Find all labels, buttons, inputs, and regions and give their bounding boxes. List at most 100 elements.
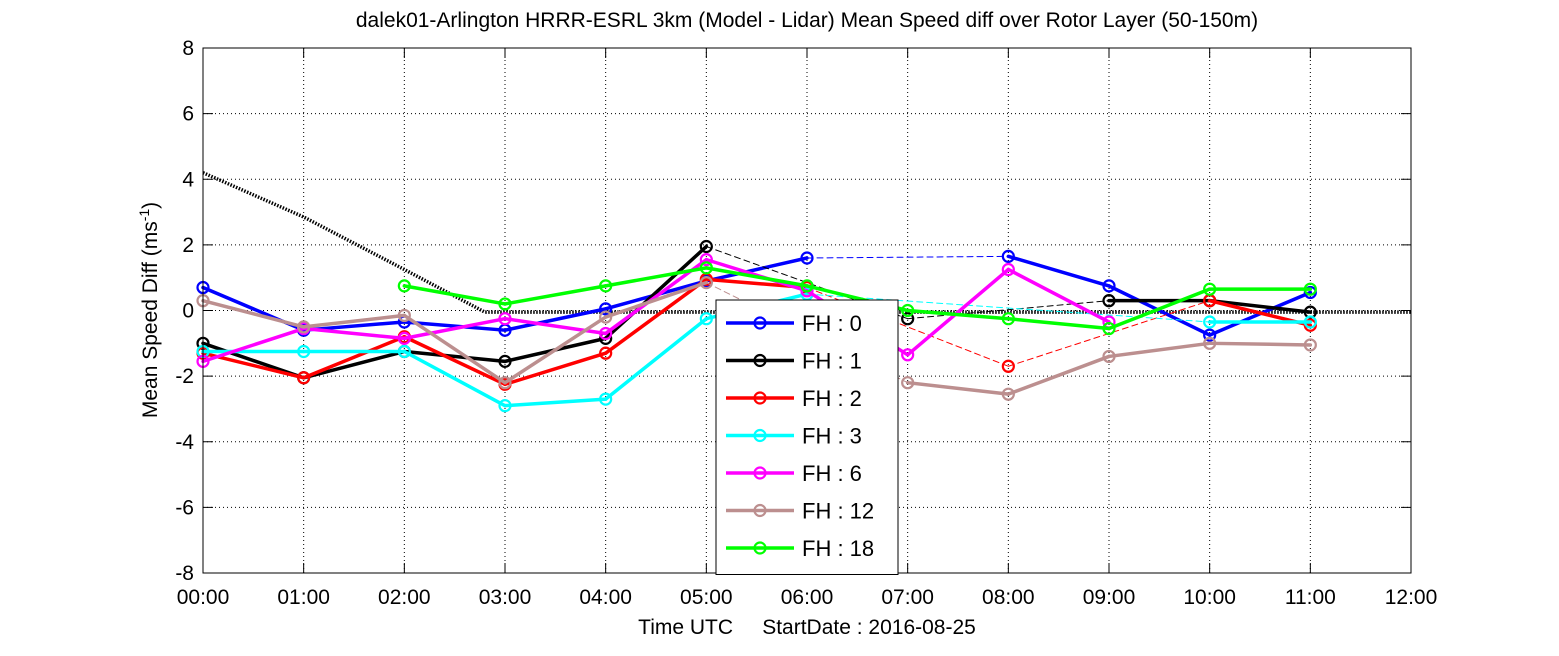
series-line-segment (402, 284, 507, 306)
series-line-segment (503, 307, 608, 332)
series-line-segment (503, 316, 608, 336)
series-line-segment (201, 326, 306, 364)
data-point (397, 279, 411, 293)
data-point (297, 371, 311, 385)
y-tick-label: -6 (175, 496, 194, 519)
data-point (1203, 336, 1217, 350)
legend-item: FH : 0 (726, 311, 862, 336)
series-line-segment (402, 335, 507, 387)
legend-label: FH : 18 (802, 536, 874, 561)
data-point (1303, 315, 1317, 329)
legend-swatch-marker (753, 466, 767, 480)
y-tick-label: -8 (175, 562, 194, 585)
series-gap-segment (705, 246, 909, 320)
legend-label: FH : 0 (802, 311, 862, 336)
legend-item: FH : 12 (726, 499, 874, 524)
chart-title: dalek01-Arlington HRRR-ESRL 3km (Model -… (356, 9, 1258, 32)
legend: FH : 0 FH : 1 FH : 2 FH : 3 FH : 6 FH : 12 FH … (715, 299, 899, 575)
data-point (901, 312, 915, 326)
data-point (397, 331, 411, 345)
series-line-segment (402, 320, 507, 332)
data-point (498, 399, 512, 413)
data-point (800, 251, 814, 265)
y-tick-label: 0 (182, 300, 194, 323)
data-point (1102, 294, 1116, 308)
series-line-segment (301, 326, 407, 341)
series-1 (196, 249, 1317, 342)
data-point (599, 392, 613, 406)
x-tick-label: 04:00 (579, 586, 632, 609)
legend-label: FH : 2 (802, 386, 862, 411)
data-point (1102, 349, 1116, 364)
data-point (1203, 282, 1217, 296)
series-line-segment (201, 298, 306, 329)
x-tick-label: 05:00 (680, 586, 733, 609)
series-line-segment (301, 313, 407, 329)
y-tick-label: 6 (182, 103, 194, 126)
x-tick-label: 00:00 (177, 586, 230, 609)
data-point (699, 253, 713, 267)
y-tick-label: -2 (175, 365, 194, 388)
legend-label: FH : 3 (802, 424, 862, 449)
data-point (901, 303, 915, 318)
x-tick-label: 01:00 (277, 586, 330, 609)
legend-label: FH : 6 (802, 461, 862, 486)
series-line-segment (603, 280, 709, 319)
data-point (498, 376, 512, 390)
legend-label: FH : 12 (802, 499, 874, 524)
y-axis-label: Mean Speed Diff (ms-1) (136, 202, 162, 418)
data-point (498, 312, 512, 326)
y-tick-label: 8 (182, 37, 194, 60)
data-point (397, 344, 411, 359)
x-tick-label: 09:00 (1083, 586, 1136, 609)
series-line-segment (402, 316, 507, 341)
axis-ticks: 00:00 01:00 02:00 03:00 04:00 05:00 06:00 07:00… (175, 37, 1437, 609)
series-gap-segment (806, 255, 1009, 259)
data-point (1001, 262, 1015, 277)
series-line-segment (1107, 287, 1212, 331)
x-axis-label: Time UTC StartDate : 2016-08-25 (638, 616, 976, 639)
series-line-segment (503, 315, 608, 385)
legend-swatch-marker (753, 316, 767, 330)
y-tick-label: 2 (182, 234, 194, 257)
data-point (599, 310, 613, 324)
legend-swatch-marker (753, 428, 767, 443)
data-point (1001, 387, 1015, 401)
data-point (297, 344, 311, 359)
legend-item: FH : 2 (726, 386, 862, 411)
y-axis-label-main: Mean Speed Diff (ms (139, 221, 162, 418)
data-point (599, 346, 613, 360)
data-point (699, 261, 713, 275)
x-tick-label: 07:00 (881, 586, 934, 609)
x-tick-label: 03:00 (479, 586, 532, 609)
data-point (1303, 305, 1317, 319)
series-line-segment (503, 397, 608, 408)
data-point (1303, 282, 1317, 296)
series-line-segment (905, 308, 1011, 321)
data-point (1303, 338, 1317, 352)
series-line-segment (1107, 341, 1212, 359)
series-line-segment (1207, 341, 1313, 347)
series-gap-segment (907, 300, 1110, 320)
series-line-segment (603, 266, 709, 288)
data-point (699, 276, 713, 290)
data-point (1001, 359, 1015, 373)
data-point (901, 376, 915, 390)
legend-item: FH : 1 (726, 349, 862, 374)
data-point (599, 326, 613, 341)
data-point (1001, 312, 1015, 326)
x-tick-label: 12:00 (1385, 586, 1438, 609)
legend-label: FH : 1 (802, 349, 862, 374)
data-point (498, 297, 512, 311)
series-line-segment (301, 335, 407, 380)
data-point (599, 279, 613, 293)
series-line-segment (402, 349, 507, 364)
series-line-segment (704, 266, 809, 288)
data-point (498, 354, 512, 368)
series-line-segment (503, 284, 608, 306)
series-line-segment (704, 256, 809, 283)
series-line-segment (1207, 298, 1313, 314)
legend-swatch-marker (753, 541, 767, 555)
series-line-segment (1006, 354, 1111, 396)
